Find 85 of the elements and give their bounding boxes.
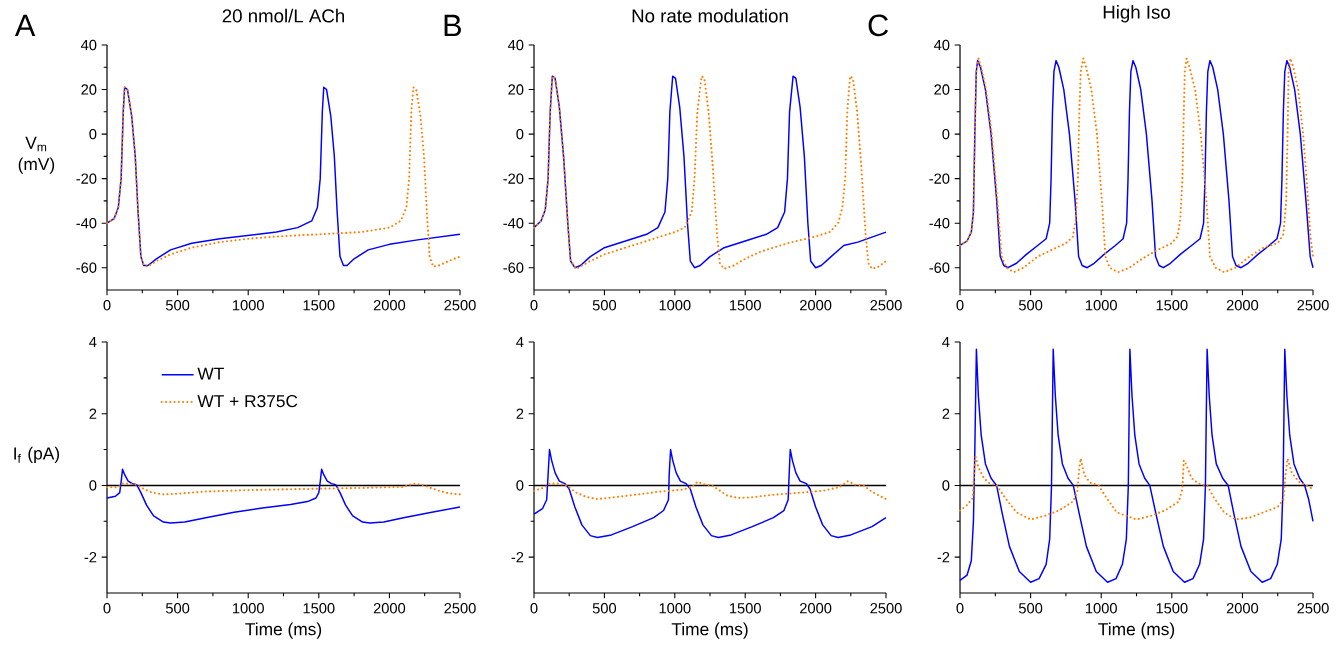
- x-tick-label: 1500: [1156, 300, 1188, 311]
- x-tick-label: 1500: [1156, 603, 1188, 614]
- x-tick-label: 500: [1018, 603, 1043, 614]
- y-tick-label: -40: [929, 218, 950, 229]
- y-tick-label: -60: [76, 262, 97, 273]
- x-tick-label: 0: [956, 603, 964, 614]
- x-tick-label: 2500: [1297, 603, 1329, 614]
- y-tick-label: -60: [929, 262, 950, 273]
- legend-label: WT: [197, 367, 224, 380]
- x-tick-label: 1500: [730, 603, 761, 614]
- y-tick-label: 4: [516, 336, 524, 348]
- x-tick-label: 1000: [659, 603, 691, 614]
- line-series: [106, 468, 461, 524]
- x-tick-label: 2000: [800, 603, 832, 614]
- y-tick-label: 40: [507, 39, 524, 51]
- x-tick-label: 1500: [730, 300, 761, 311]
- y-tick-label: 2: [89, 408, 97, 419]
- y-tick-label: 0: [942, 128, 950, 140]
- y-axis-title: V$_{m}$ (mV): [18, 136, 55, 174]
- x-tick-label: 2000: [373, 603, 406, 614]
- line-series: [105, 482, 462, 496]
- y-tick-label: 40: [933, 39, 950, 51]
- line-series: [533, 448, 887, 539]
- y-tick-label: -40: [76, 218, 97, 229]
- x-tick-label: 0: [103, 300, 111, 311]
- y-tick-label: -20: [76, 173, 97, 184]
- y-tick-label: 20: [934, 84, 950, 95]
- x-tick-label: 2500: [444, 300, 476, 311]
- y-tick-label: -2: [84, 552, 97, 563]
- y-tick-label: 2: [516, 408, 524, 419]
- y-tick-label: 0: [516, 128, 524, 140]
- x-tick-label: 2000: [373, 300, 406, 311]
- text: B: [444, 14, 461, 36]
- x-tick-label: 2000: [1226, 300, 1259, 311]
- x-tick-label: 500: [165, 300, 190, 311]
- y-tick-label: 40: [80, 39, 97, 51]
- y-tick-label: 0: [516, 480, 524, 491]
- x-axis-title: Time (ms): [1098, 622, 1175, 639]
- y-tick-label: -2: [511, 552, 524, 563]
- y-tick-label: -20: [503, 173, 524, 184]
- x-tick-label: 1500: [303, 603, 335, 614]
- legend-label: WT + R375C: [197, 394, 298, 408]
- line-series: [959, 348, 1314, 583]
- y-tick-label: 4: [89, 336, 97, 348]
- x-tick-label: 1000: [659, 300, 691, 311]
- x-tick-label: 2000: [800, 300, 832, 311]
- x-tick-label: 0: [530, 603, 538, 614]
- x-tick-label: 1000: [233, 300, 264, 311]
- x-tick-label: 0: [103, 603, 111, 614]
- chart-title: High Iso: [1103, 5, 1170, 23]
- x-tick-label: 2000: [1226, 603, 1259, 614]
- x-tick-label: 2500: [444, 603, 476, 614]
- x-tick-label: 0: [956, 300, 964, 311]
- line-series: [532, 480, 888, 501]
- x-tick-label: 2500: [870, 603, 902, 614]
- y-tick-label: 4: [942, 336, 950, 348]
- x-tick-label: 2500: [1297, 300, 1329, 311]
- line-series: [958, 455, 1315, 521]
- y-tick-label: -40: [503, 218, 524, 229]
- y-axis-title: I$_{f}$ (pA): [14, 446, 60, 464]
- x-tick-label: 500: [1018, 300, 1043, 311]
- x-tick-label: 1000: [233, 603, 264, 614]
- text: A: [14, 14, 36, 36]
- x-tick-label: 0: [530, 300, 538, 311]
- y-tick-label: -60: [503, 262, 524, 273]
- x-axis-title: Time (ms): [671, 622, 748, 639]
- x-tick-label: 1500: [303, 300, 335, 311]
- y-tick-label: -20: [929, 173, 950, 184]
- chart-title: No rate modulation: [632, 8, 788, 23]
- x-tick-label: 1000: [1086, 300, 1117, 311]
- x-tick-label: 500: [592, 603, 617, 614]
- text: C: [868, 14, 889, 37]
- x-tick-label: 500: [165, 603, 190, 614]
- y-tick-label: 20: [508, 84, 524, 95]
- x-tick-label: 2500: [870, 300, 902, 311]
- x-axis-title: Time (ms): [245, 622, 322, 639]
- x-tick-label: 1000: [1086, 603, 1117, 614]
- y-tick-label: 20: [81, 84, 97, 95]
- y-tick-label: -2: [937, 552, 950, 563]
- y-tick-label: 0: [89, 480, 97, 491]
- y-tick-label: 0: [89, 128, 97, 140]
- x-tick-label: 500: [592, 300, 617, 311]
- y-tick-label: 0: [942, 480, 950, 491]
- chart-title: 20 nmol/L ACh: [222, 8, 345, 23]
- y-tick-label: 2: [942, 408, 950, 419]
